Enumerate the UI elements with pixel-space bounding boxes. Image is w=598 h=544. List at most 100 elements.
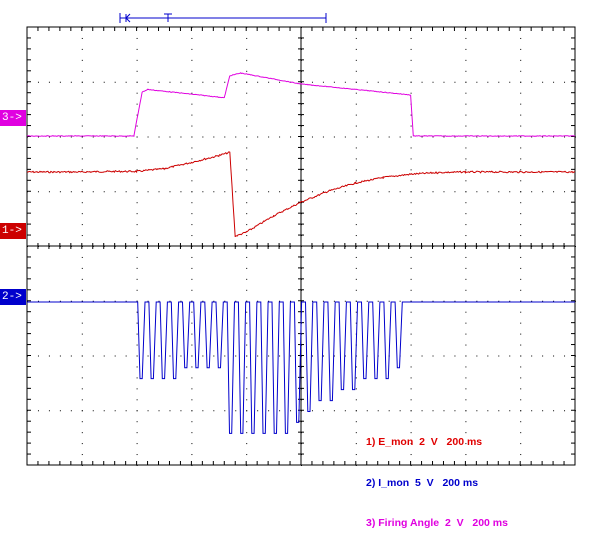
grid-dot [487,410,489,412]
grid-dot [322,355,324,357]
grid-dot [136,465,138,466]
grid-dot [465,169,467,171]
grid-dot [191,114,193,116]
grid-dot [81,125,83,127]
grid-dot [224,300,226,302]
grid-dot [520,333,522,335]
grid-dot [410,322,412,324]
grid-dot [191,443,193,445]
grid-dot [465,213,467,215]
grid-dot [191,136,193,138]
grid-dot [290,355,292,357]
grid-dot [465,366,467,368]
grid-dot [136,311,138,313]
grid-dot [191,333,193,335]
grid-dot [81,465,83,466]
grid-dot [81,169,83,171]
grid-dot [355,125,357,127]
grid-dot [136,48,138,50]
trigger-position-bar [119,13,327,23]
grid-dot [257,355,259,357]
grid-dot [81,158,83,160]
grid-dot [169,410,171,412]
grid-dot [520,136,522,138]
grid-dot [257,191,259,193]
grid-dot [136,158,138,160]
grid-dot [257,136,259,138]
grid-dot [410,388,412,390]
grid-dot [213,300,215,302]
grid-dot [575,300,576,302]
grid-dot [290,300,292,302]
grid-dot [191,377,193,379]
grid-dot [553,81,555,83]
grid-dot [311,81,313,83]
grid-dot [136,289,138,291]
grid-dot [191,410,193,412]
grid-dot [81,388,83,390]
grid-dot [410,278,412,280]
grid-dot [246,81,248,83]
grid-dot [246,333,248,335]
grid-dot [333,300,335,302]
grid-dot [136,147,138,149]
grid-dot [246,213,248,215]
trace-e-mon [26,151,576,238]
grid-dot [180,355,182,357]
grid-dot [268,300,270,302]
grid-dot [443,300,445,302]
grid-dot [235,191,237,193]
grid-dot [290,136,292,138]
grid-dot [136,322,138,324]
grid-dot [355,432,357,434]
grid-dot [246,256,248,258]
grid-dot [564,410,566,412]
grid-dot [81,432,83,434]
grid-dot [575,410,576,412]
grid-dot [355,322,357,324]
grid-dot [37,355,39,357]
grid-dot [410,81,412,83]
grid-dot [81,377,83,379]
grid-dot [81,256,83,258]
grid-dot [465,300,467,302]
grid-dot [136,224,138,226]
grid-dot [279,410,281,412]
grid-dot [136,125,138,127]
grid-dot [191,322,193,324]
grid-dot [136,355,138,357]
grid-dot [169,191,171,193]
grid-dot [136,432,138,434]
grid-dot [136,191,138,193]
grid-dot [257,300,259,302]
grid-dot [191,81,193,83]
grid-dot [443,81,445,83]
grid-dot [246,114,248,116]
grid-dot [103,136,105,138]
grid-dot [92,136,94,138]
grid-dot [191,278,193,280]
grid-dot [59,136,61,138]
grid-dot [410,300,412,302]
grid-dot [268,81,270,83]
grid-dot [421,355,423,357]
grid-dot [355,388,357,390]
grid-dot [355,399,357,401]
grid-dot [191,388,193,390]
grid-dot [564,136,566,138]
grid-dot [520,355,522,357]
grid-dot [355,114,357,116]
grid-dot [81,333,83,335]
grid-dot [213,410,215,412]
grid-dot [59,300,61,302]
grid-dot [443,191,445,193]
grid-dot [355,180,357,182]
trigger-start-marker [125,13,131,23]
grid-dot [81,48,83,50]
grid-dot [465,158,467,160]
grid-dot [81,37,83,39]
grid-dot [355,48,357,50]
grid-dot [136,256,138,258]
grid-dot [355,136,357,138]
grid-dot [246,224,248,226]
